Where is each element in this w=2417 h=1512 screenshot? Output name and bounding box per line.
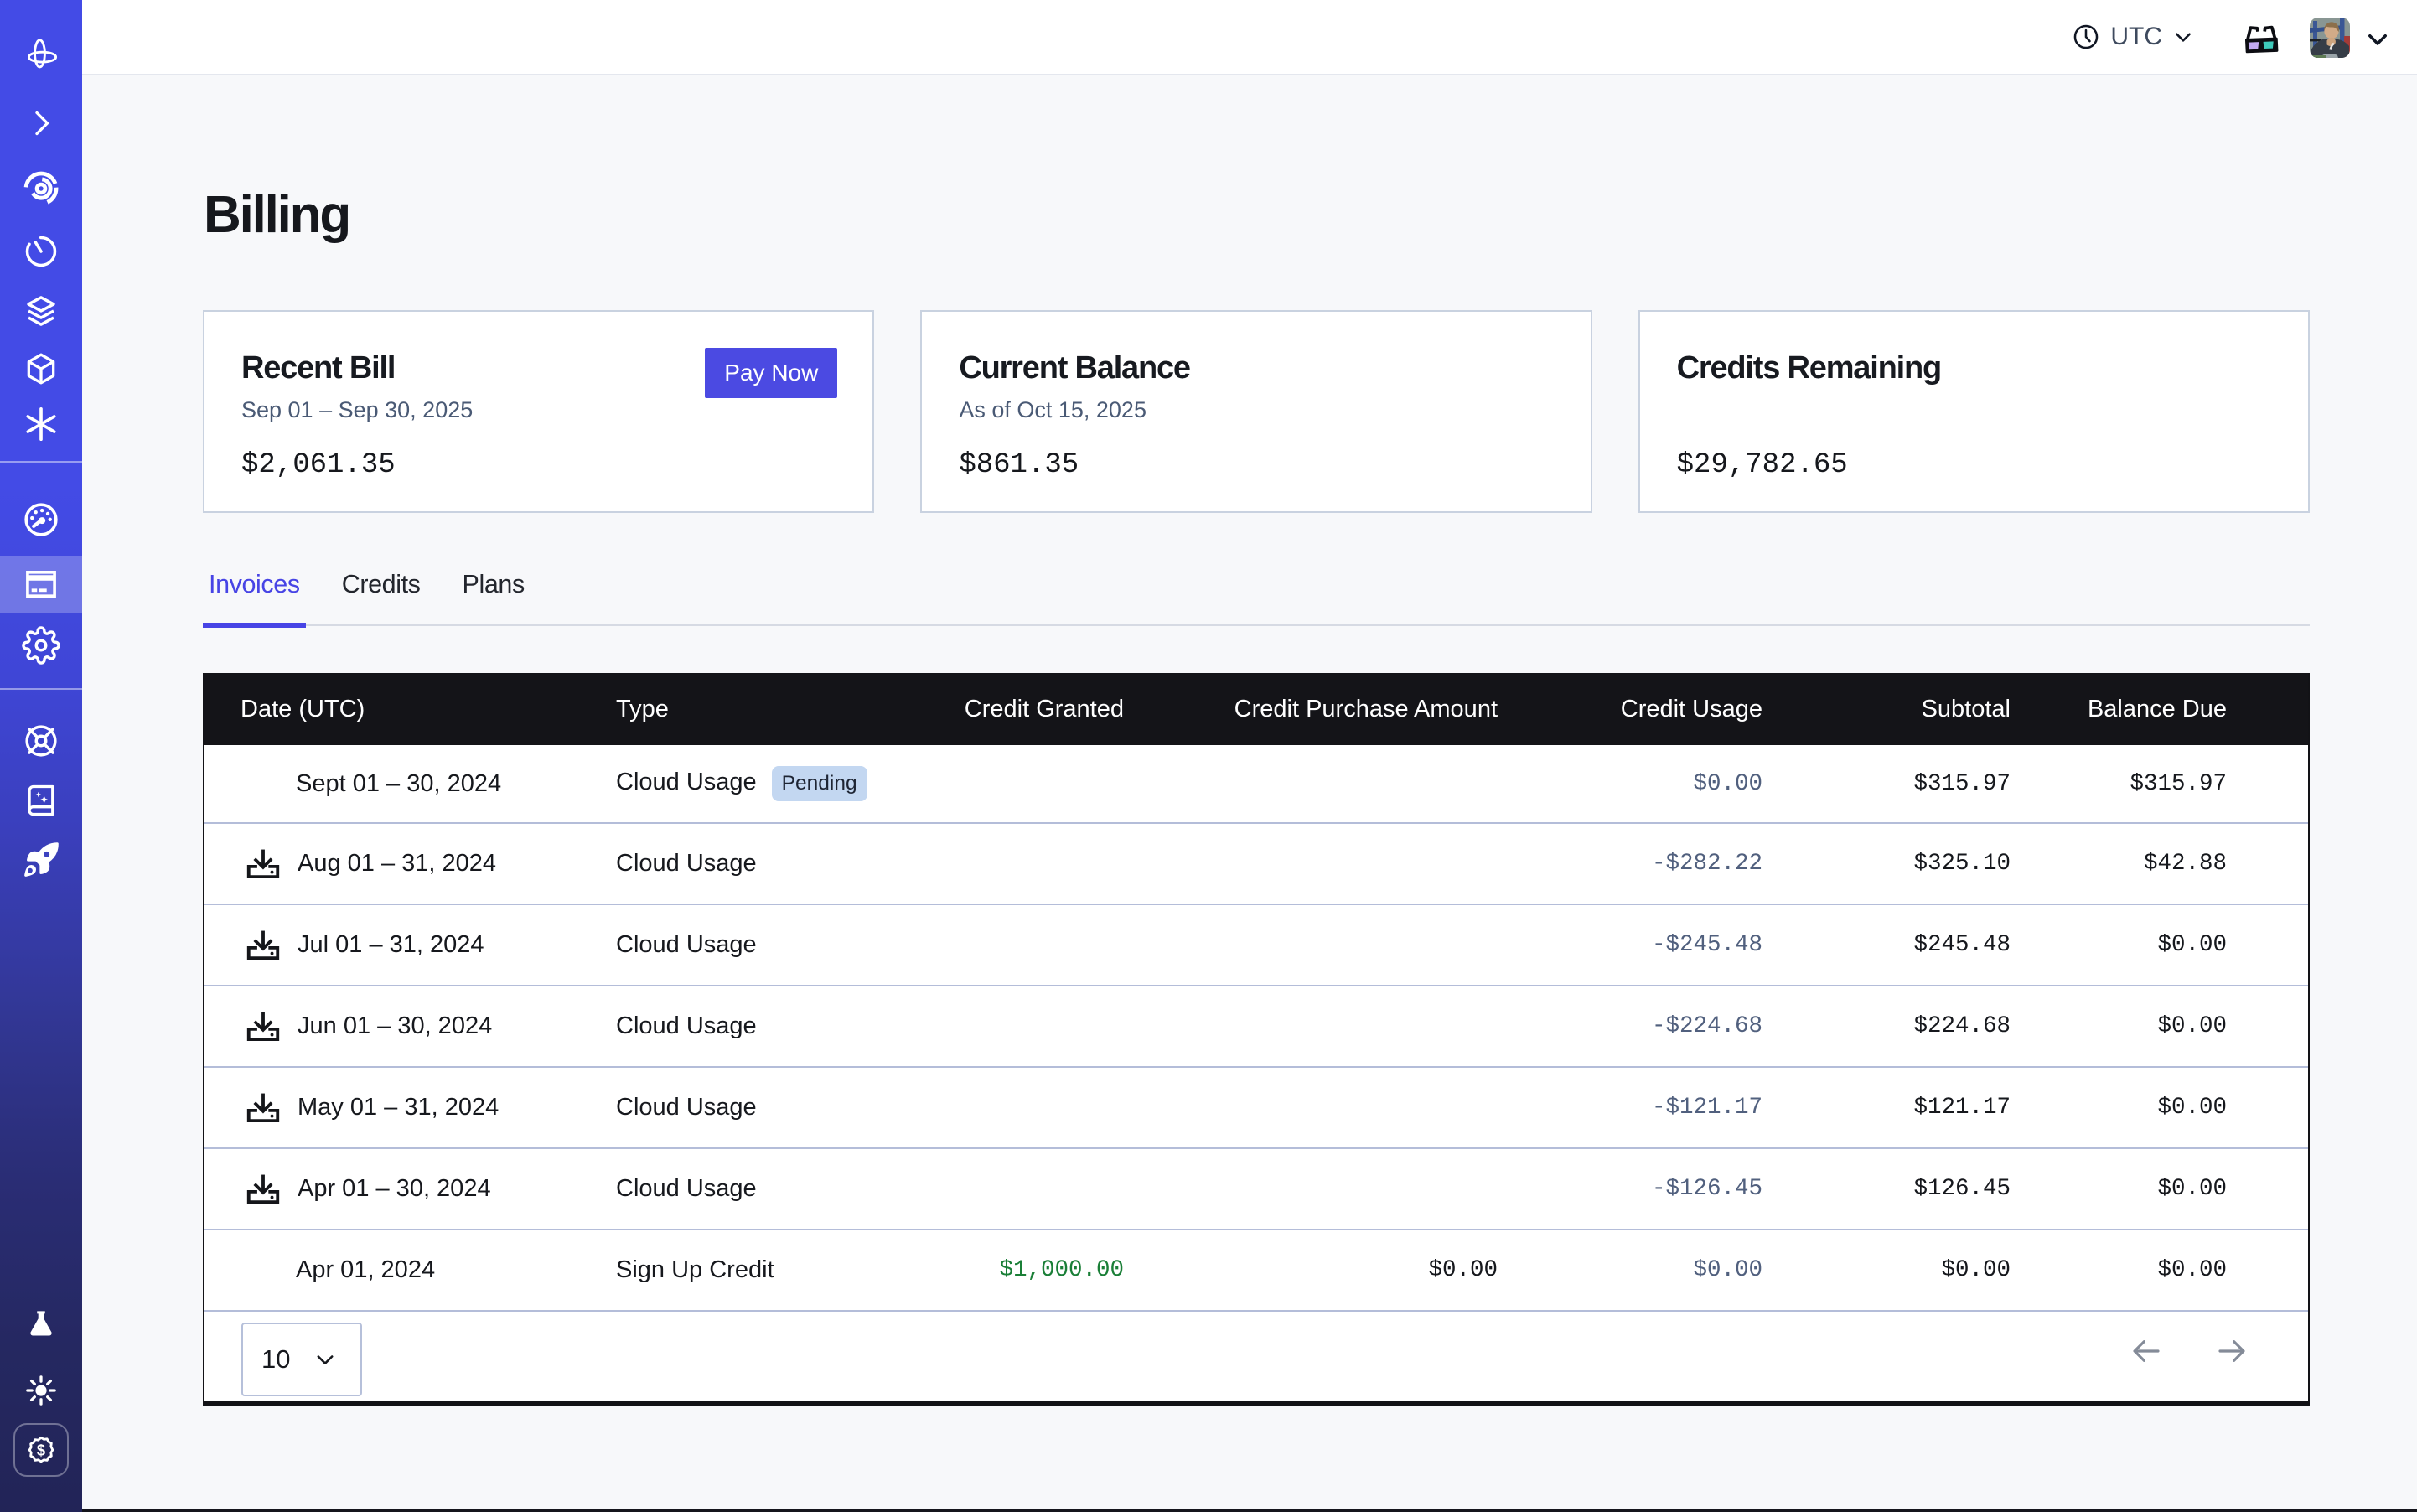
svg-text:$: $ [37,1441,45,1458]
